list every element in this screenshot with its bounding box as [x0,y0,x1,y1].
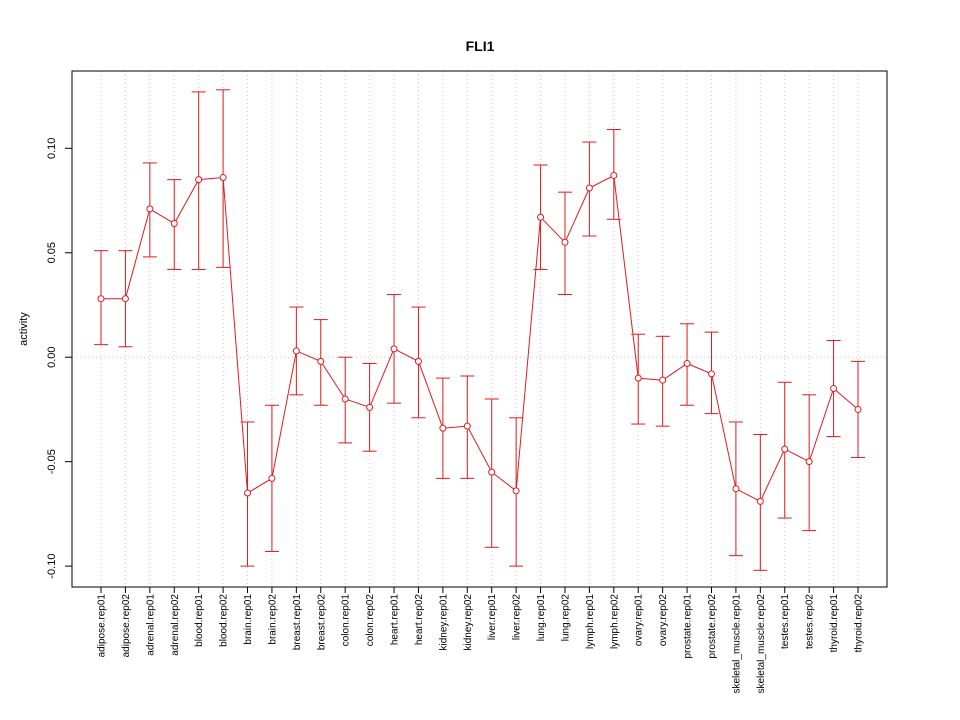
x-tick-label: blood.rep01 [194,594,205,647]
plot-frame [71,70,888,588]
x-tick-label: lymph.rep02 [609,594,620,649]
data-point [195,176,203,184]
data-point [97,295,105,303]
x-tick-label: ovary.rep02 [658,594,669,647]
data-point [366,403,374,411]
data-point [219,174,227,182]
data-point [439,424,447,432]
data-point [121,295,129,303]
x-tick-label: ovary.rep01 [634,594,645,647]
data-point [268,474,276,482]
data-point [805,458,813,466]
y-tick-label: -0.05 [46,449,58,474]
data-point [341,395,349,403]
y-tick-label: 0.10 [46,138,58,159]
data-point [488,468,496,476]
x-tick-label: colon.rep02 [365,594,376,647]
x-tick-label: adipose.rep01 [97,594,108,658]
x-tick-label: prostate.rep01 [683,594,694,659]
series-line [101,174,859,502]
data-point [170,220,178,228]
data-point [756,497,764,505]
data-point [830,385,838,393]
x-tick-label: heart.rep02 [414,594,425,646]
data-point [781,445,789,453]
x-tick-label: lung.rep02 [561,594,572,642]
x-tick-label: adrenal.rep01 [145,594,156,656]
data-point [537,213,545,221]
data-point [146,205,154,213]
x-tick-label: blood.rep02 [219,594,230,647]
x-tick-label: liver.rep01 [487,594,498,641]
data-point [707,370,715,378]
data-point [634,374,642,382]
data-point [414,357,422,365]
data-point [659,376,667,384]
data-point [683,359,691,367]
x-tick-label: breast.rep02 [316,594,327,651]
x-tick-label: lymph.rep01 [585,594,596,649]
x-tick-label: adipose.rep02 [121,594,132,658]
data-point [512,487,520,495]
x-tick-label: kidney.rep01 [438,594,449,651]
x-tick-label: kidney.rep02 [463,594,474,651]
x-tick-label: heart.rep01 [390,594,401,646]
data-point [585,184,593,192]
data-point [390,345,398,353]
x-tick-label: lung.rep01 [536,594,547,642]
x-tick-label: thyroid.rep01 [829,594,840,653]
chart-title: FLI1 [466,38,495,54]
data-point [561,238,569,246]
data-point [292,347,300,355]
data-point [244,489,252,497]
data-point [463,422,471,430]
x-tick-label: skeletal_muscle.rep02 [756,594,767,694]
data-point [317,357,325,365]
y-axis-label: activity [18,312,30,346]
x-tick-label: brain.rep02 [267,594,278,645]
x-tick-label: colon.rep01 [341,594,352,647]
x-tick-label: adrenal.rep02 [170,594,181,656]
data-point [854,405,862,413]
x-axis: adipose.rep01 adipose.rep02 adrenal.rep01 a… [97,586,865,694]
x-tick-label: skeletal_muscle.rep01 [731,594,742,694]
x-tick-label: thyroid.rep02 [854,594,865,653]
x-tick-label: prostate.rep02 [707,594,718,659]
y-tick-label: -0.10 [46,554,58,579]
grid-layer [72,71,887,587]
y-tick-label: 0.05 [46,242,58,263]
x-tick-label: testes.rep02 [805,594,816,649]
x-tick-label: testes.rep01 [780,594,791,649]
x-tick-label: liver.rep02 [512,594,523,641]
y-axis: -0.10 -0.05 0.00 0.05 0.10 [46,138,73,579]
series-layer [94,89,865,571]
x-tick-label: brain.rep01 [243,594,254,645]
data-point [732,485,740,493]
x-tick-label: breast.rep01 [292,594,303,651]
y-tick-label: 0.00 [46,346,58,367]
data-point [610,171,618,179]
